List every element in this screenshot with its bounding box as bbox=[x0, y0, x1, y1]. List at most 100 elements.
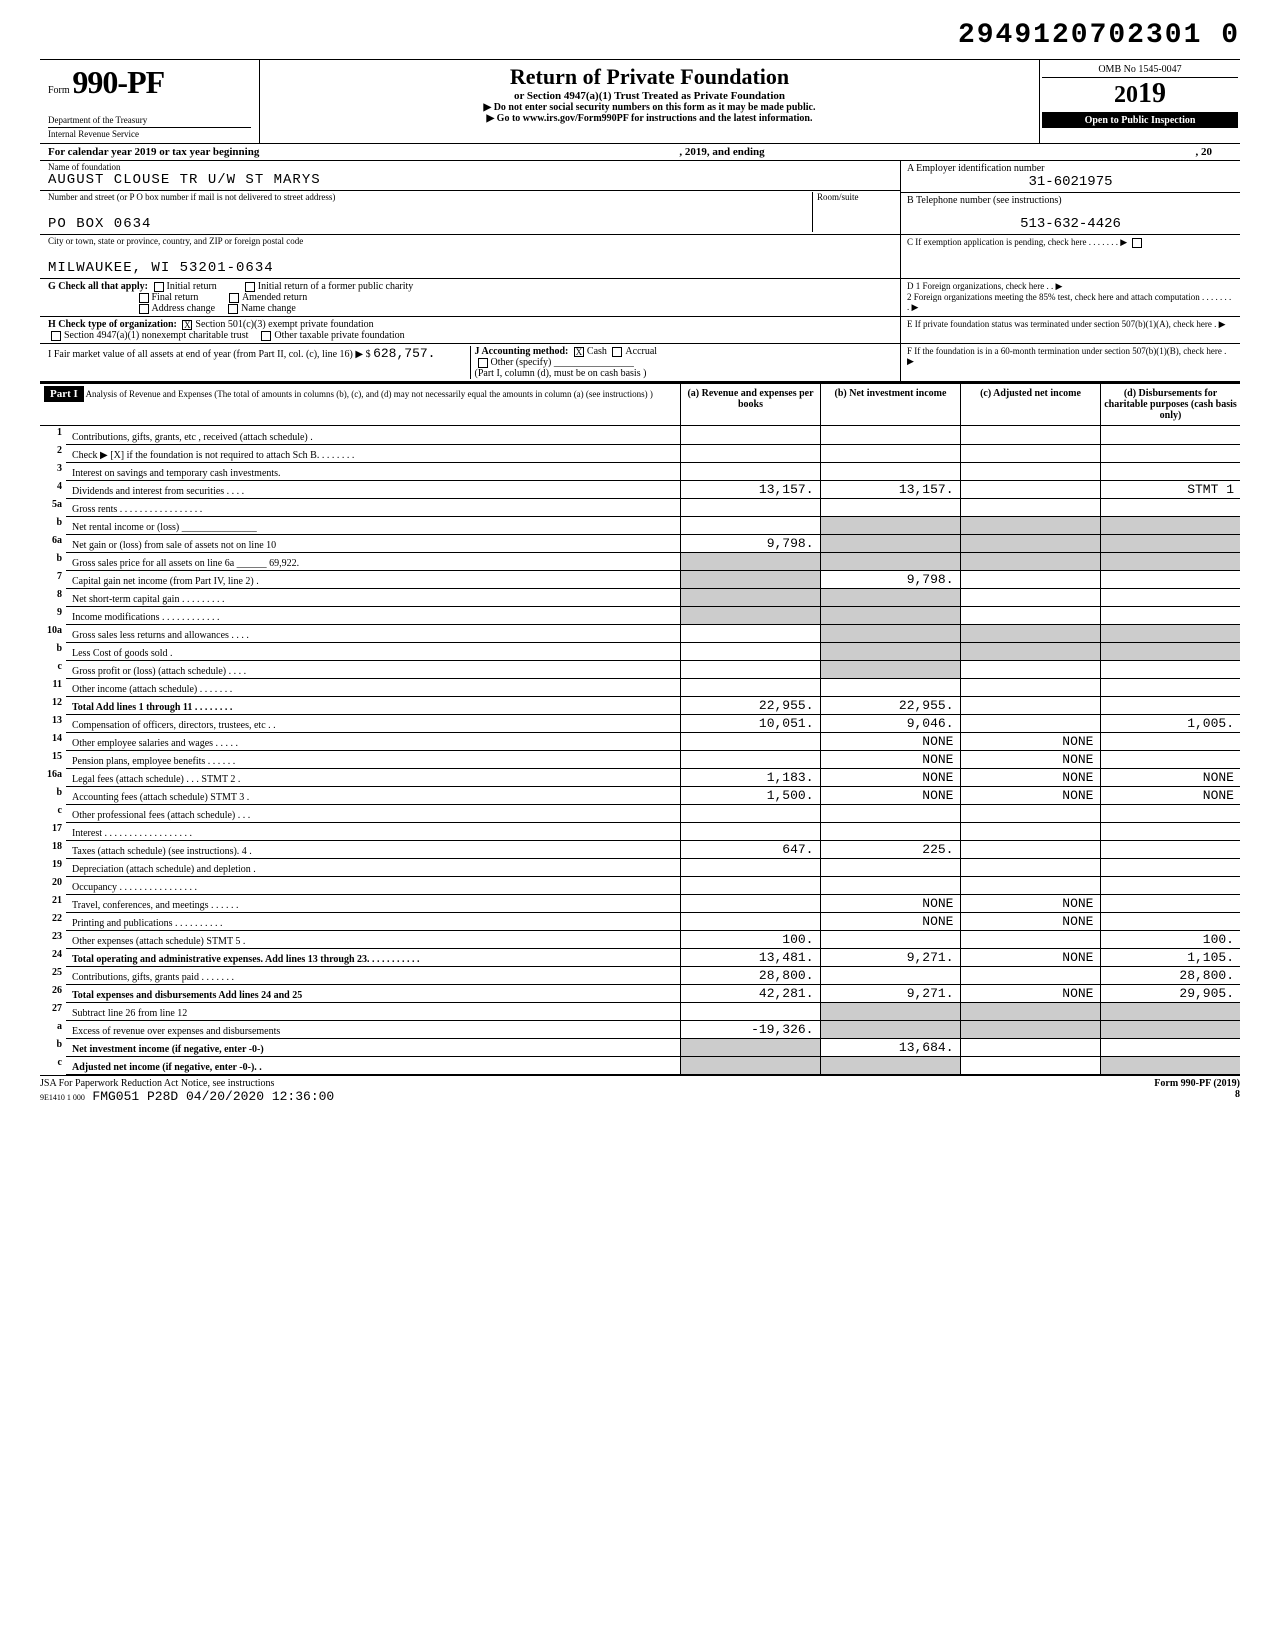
cell-col-a bbox=[680, 732, 820, 750]
table-row: 4Dividends and interest from securities … bbox=[40, 480, 1240, 498]
line-label: Gross rents . . . . . . . . . . . . . . … bbox=[66, 498, 680, 516]
table-row: 15Pension plans, employee benefits . . .… bbox=[40, 750, 1240, 768]
cell-col-c bbox=[960, 462, 1100, 480]
foundation-name: AUGUST CLOUSE TR U/W ST MARYS bbox=[48, 172, 892, 188]
cell-col-a bbox=[680, 444, 820, 462]
cell-col-c bbox=[960, 498, 1100, 516]
line-label: Compensation of officers, directors, tru… bbox=[66, 714, 680, 732]
room-label: Room/suite bbox=[817, 192, 892, 202]
cell-col-b bbox=[820, 1002, 960, 1020]
table-row: 7Capital gain net income (from Part IV, … bbox=[40, 570, 1240, 588]
part1-header-row: Part I Analysis of Revenue and Expenses … bbox=[40, 382, 1240, 426]
line-number: 2 bbox=[40, 444, 66, 462]
table-row: bLess Cost of goods sold . bbox=[40, 642, 1240, 660]
cell-col-c bbox=[960, 1056, 1100, 1074]
g6-checkbox[interactable] bbox=[228, 304, 238, 314]
cell-col-a: 100. bbox=[680, 930, 820, 948]
cell-col-b bbox=[820, 642, 960, 660]
line-number: 24 bbox=[40, 948, 66, 966]
table-row: 9Income modifications . . . . . . . . . … bbox=[40, 606, 1240, 624]
g5-checkbox[interactable] bbox=[139, 304, 149, 314]
c-checkbox[interactable] bbox=[1132, 238, 1142, 248]
cell-col-c bbox=[960, 1038, 1100, 1056]
cell-col-d bbox=[1100, 894, 1240, 912]
cell-col-d: 1,105. bbox=[1100, 948, 1240, 966]
cell-col-b bbox=[820, 1056, 960, 1074]
j3-checkbox[interactable] bbox=[478, 358, 488, 368]
table-row: 12Total Add lines 1 through 11 . . . . .… bbox=[40, 696, 1240, 714]
g3-checkbox[interactable] bbox=[139, 293, 149, 303]
irs-label: Internal Revenue Service bbox=[48, 127, 251, 139]
h3-checkbox[interactable] bbox=[261, 331, 271, 341]
g2-checkbox[interactable] bbox=[245, 282, 255, 292]
year-big: 19 bbox=[1138, 78, 1166, 109]
line-label: Net gain or (loss) from sale of assets n… bbox=[66, 534, 680, 552]
line-label: Less Cost of goods sold . bbox=[66, 642, 680, 660]
footer: JSA For Paperwork Reduction Act Notice, … bbox=[40, 1075, 1240, 1106]
city-block: City or town, state or province, country… bbox=[40, 235, 900, 278]
info-left: Name of foundation AUGUST CLOUSE TR U/W … bbox=[40, 161, 900, 278]
line-label: Net investment income (if negative, ente… bbox=[66, 1038, 680, 1056]
col-a-header: (a) Revenue and expenses per books bbox=[680, 384, 820, 425]
cell-col-b: 13,157. bbox=[820, 480, 960, 498]
line-label: Other income (attach schedule) . . . . .… bbox=[66, 678, 680, 696]
line-number: c bbox=[40, 804, 66, 822]
e-block: E If private foundation status was termi… bbox=[900, 317, 1240, 343]
cell-col-d bbox=[1100, 876, 1240, 894]
line-label: Total operating and administrative expen… bbox=[66, 948, 680, 966]
j3-label: Other (specify) bbox=[491, 357, 552, 368]
line-label: Occupancy . . . . . . . . . . . . . . . … bbox=[66, 876, 680, 894]
line-number: 17 bbox=[40, 822, 66, 840]
j1-checkbox[interactable]: X bbox=[574, 347, 584, 357]
line-label: Interest . . . . . . . . . . . . . . . .… bbox=[66, 822, 680, 840]
j2-checkbox[interactable] bbox=[612, 347, 622, 357]
open-inspection: Open to Public Inspection bbox=[1042, 113, 1238, 128]
cell-col-c bbox=[960, 660, 1100, 678]
line-number: 16a bbox=[40, 768, 66, 786]
line-number: 11 bbox=[40, 678, 66, 696]
table-row: 20Occupancy . . . . . . . . . . . . . . … bbox=[40, 876, 1240, 894]
cell-col-d: 1,005. bbox=[1100, 714, 1240, 732]
sub-title: or Section 4947(a)(1) Trust Treated as P… bbox=[268, 90, 1031, 102]
footer-form: Form 990-PF (2019) bbox=[1154, 1078, 1240, 1089]
cell-col-c: NONE bbox=[960, 750, 1100, 768]
line-number: c bbox=[40, 660, 66, 678]
cell-col-b bbox=[820, 588, 960, 606]
line-number: 5a bbox=[40, 498, 66, 516]
city-label: City or town, state or province, country… bbox=[48, 236, 892, 246]
g1-checkbox[interactable] bbox=[154, 282, 164, 292]
cell-col-a bbox=[680, 804, 820, 822]
cell-col-b: 9,271. bbox=[820, 948, 960, 966]
g4-checkbox[interactable] bbox=[229, 293, 239, 303]
footer-id: 9E1410 1 000 bbox=[40, 1093, 85, 1102]
cell-col-a bbox=[680, 750, 820, 768]
line-label: Capital gain net income (from Part IV, l… bbox=[66, 570, 680, 588]
cell-col-c bbox=[960, 840, 1100, 858]
cell-col-a bbox=[680, 1002, 820, 1020]
f-label: F If the foundation is in a 60-month ter… bbox=[907, 346, 1234, 367]
cell-col-a bbox=[680, 912, 820, 930]
h1-checkbox[interactable]: X bbox=[182, 320, 192, 330]
tel-label: B Telephone number (see instructions) bbox=[907, 195, 1234, 206]
cell-col-b bbox=[820, 876, 960, 894]
line-label: Contributions, gifts, grants, etc , rece… bbox=[66, 426, 680, 444]
part1-text: Analysis of Revenue and Expenses (The to… bbox=[86, 389, 653, 399]
part1-table: 1Contributions, gifts, grants, etc , rec… bbox=[40, 426, 1240, 1075]
main-title: Return of Private Foundation bbox=[268, 64, 1031, 90]
tel-value: 513-632-4426 bbox=[907, 216, 1234, 232]
line-number: c bbox=[40, 1056, 66, 1074]
h2-checkbox[interactable] bbox=[51, 331, 61, 341]
cell-col-c: NONE bbox=[960, 948, 1100, 966]
cell-col-d bbox=[1100, 606, 1240, 624]
cell-col-a bbox=[680, 462, 820, 480]
cell-col-c: NONE bbox=[960, 894, 1100, 912]
cell-col-d bbox=[1100, 570, 1240, 588]
h2-label: Section 4947(a)(1) nonexempt charitable … bbox=[64, 330, 248, 341]
cell-col-d bbox=[1100, 426, 1240, 444]
cell-col-d bbox=[1100, 552, 1240, 570]
line-label: Adjusted net income (if negative, enter … bbox=[66, 1056, 680, 1074]
table-row: bAccounting fees (attach schedule) STMT … bbox=[40, 786, 1240, 804]
j2-label: Accrual bbox=[625, 346, 657, 357]
cell-col-d bbox=[1100, 678, 1240, 696]
h1-label: Section 501(c)(3) exempt private foundat… bbox=[195, 319, 373, 330]
